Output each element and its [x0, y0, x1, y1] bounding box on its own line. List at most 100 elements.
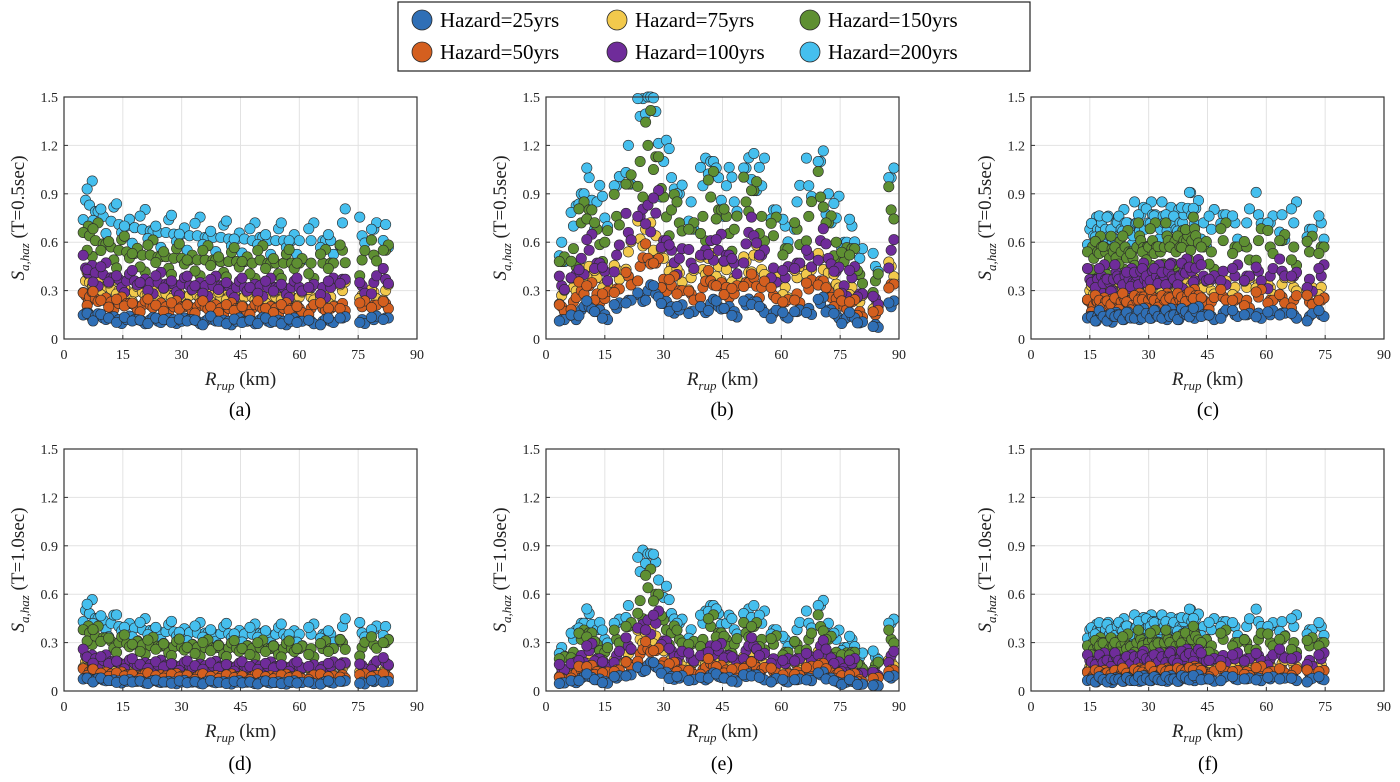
data-point — [366, 223, 378, 235]
data-point — [173, 633, 185, 645]
data-point — [1215, 627, 1227, 639]
y-axis-label: Sa,haz (T=1.0sec) — [975, 507, 999, 632]
data-point — [213, 251, 225, 263]
y-tick-label: 0.9 — [1008, 188, 1026, 203]
data-point — [789, 655, 801, 667]
data-point — [150, 270, 162, 282]
data-point — [181, 254, 193, 266]
data-point — [1285, 653, 1297, 665]
data-point — [820, 238, 832, 250]
data-point — [1274, 673, 1286, 685]
data-point — [366, 234, 378, 246]
x-axis-label: Rrup (km) — [686, 369, 758, 393]
x-tick-label: 75 — [1318, 700, 1332, 715]
data-point — [126, 297, 138, 309]
data-point — [158, 246, 170, 258]
data-point — [683, 647, 695, 659]
x-tick-label: 15 — [116, 700, 130, 715]
y-tick-label: 1.2 — [1008, 491, 1026, 506]
data-point — [1215, 223, 1227, 235]
data-point — [655, 667, 667, 679]
legend-item: Hazard=50yrs — [411, 40, 559, 64]
data-point — [1238, 274, 1250, 286]
data-point — [354, 616, 366, 628]
data-point — [87, 315, 99, 327]
data-point — [275, 217, 287, 229]
data-point — [565, 255, 577, 267]
data-point — [608, 286, 620, 298]
legend-marker — [799, 9, 821, 31]
y-tick-label: 1.5 — [1008, 443, 1026, 458]
data-point — [718, 203, 730, 215]
data-point — [366, 675, 378, 687]
data-point — [380, 620, 392, 632]
y-tick-label: 0.3 — [41, 637, 59, 652]
x-axis-label: Rrup (km) — [204, 369, 276, 393]
data-point — [812, 254, 824, 266]
data-point — [322, 625, 334, 637]
data-point — [622, 139, 634, 151]
data-point — [812, 293, 824, 305]
data-point — [844, 674, 856, 686]
data-point — [685, 196, 697, 208]
data-point — [883, 624, 895, 636]
data-point — [1301, 676, 1313, 688]
data-point — [1187, 211, 1199, 223]
data-point — [640, 569, 652, 581]
data-point — [645, 226, 657, 238]
data-point — [683, 244, 695, 256]
data-point — [150, 656, 162, 668]
data-point — [1215, 284, 1227, 296]
data-point — [228, 635, 240, 647]
data-point — [377, 637, 389, 649]
legend-label: Hazard=150yrs — [828, 8, 958, 32]
data-point — [1227, 247, 1239, 259]
x-tick-label: 60 — [1259, 700, 1273, 715]
data-point — [596, 261, 608, 273]
data-point — [77, 249, 89, 261]
y-tick-label: 0.3 — [523, 285, 541, 300]
data-point — [126, 264, 138, 276]
data-point — [111, 293, 123, 305]
data-point — [334, 659, 346, 671]
data-point — [1241, 217, 1253, 229]
data-point — [608, 671, 620, 683]
data-point — [553, 658, 565, 670]
data-point — [339, 203, 351, 215]
data-point — [702, 174, 714, 186]
data-point — [608, 188, 620, 200]
data-point — [746, 620, 758, 632]
data-point — [673, 252, 685, 264]
data-point — [828, 265, 840, 277]
data-point — [322, 646, 334, 658]
data-point — [1276, 616, 1288, 628]
data-point — [1250, 286, 1262, 298]
data-point — [1250, 186, 1262, 198]
data-point — [666, 172, 678, 184]
data-point — [556, 236, 568, 248]
data-point — [844, 249, 856, 261]
data-point — [1274, 309, 1286, 321]
data-point — [707, 165, 719, 177]
data-point — [165, 209, 177, 221]
data-point — [220, 215, 232, 227]
data-point — [553, 315, 565, 327]
data-point — [197, 244, 209, 256]
data-point — [812, 609, 824, 621]
data-point — [800, 605, 812, 617]
data-point — [758, 152, 770, 164]
subfigure-label: (b) — [710, 399, 733, 421]
data-point — [118, 230, 130, 242]
data-point — [1132, 624, 1144, 636]
data-point — [87, 624, 99, 636]
x-tick-label: 0 — [61, 700, 68, 715]
data-point — [1262, 628, 1274, 640]
data-point — [205, 624, 217, 636]
data-point — [267, 285, 279, 297]
data-point — [305, 257, 317, 269]
data-point — [118, 629, 130, 641]
data-point — [777, 654, 789, 666]
data-point — [642, 582, 654, 594]
data-point — [765, 662, 777, 674]
data-point — [653, 185, 665, 197]
